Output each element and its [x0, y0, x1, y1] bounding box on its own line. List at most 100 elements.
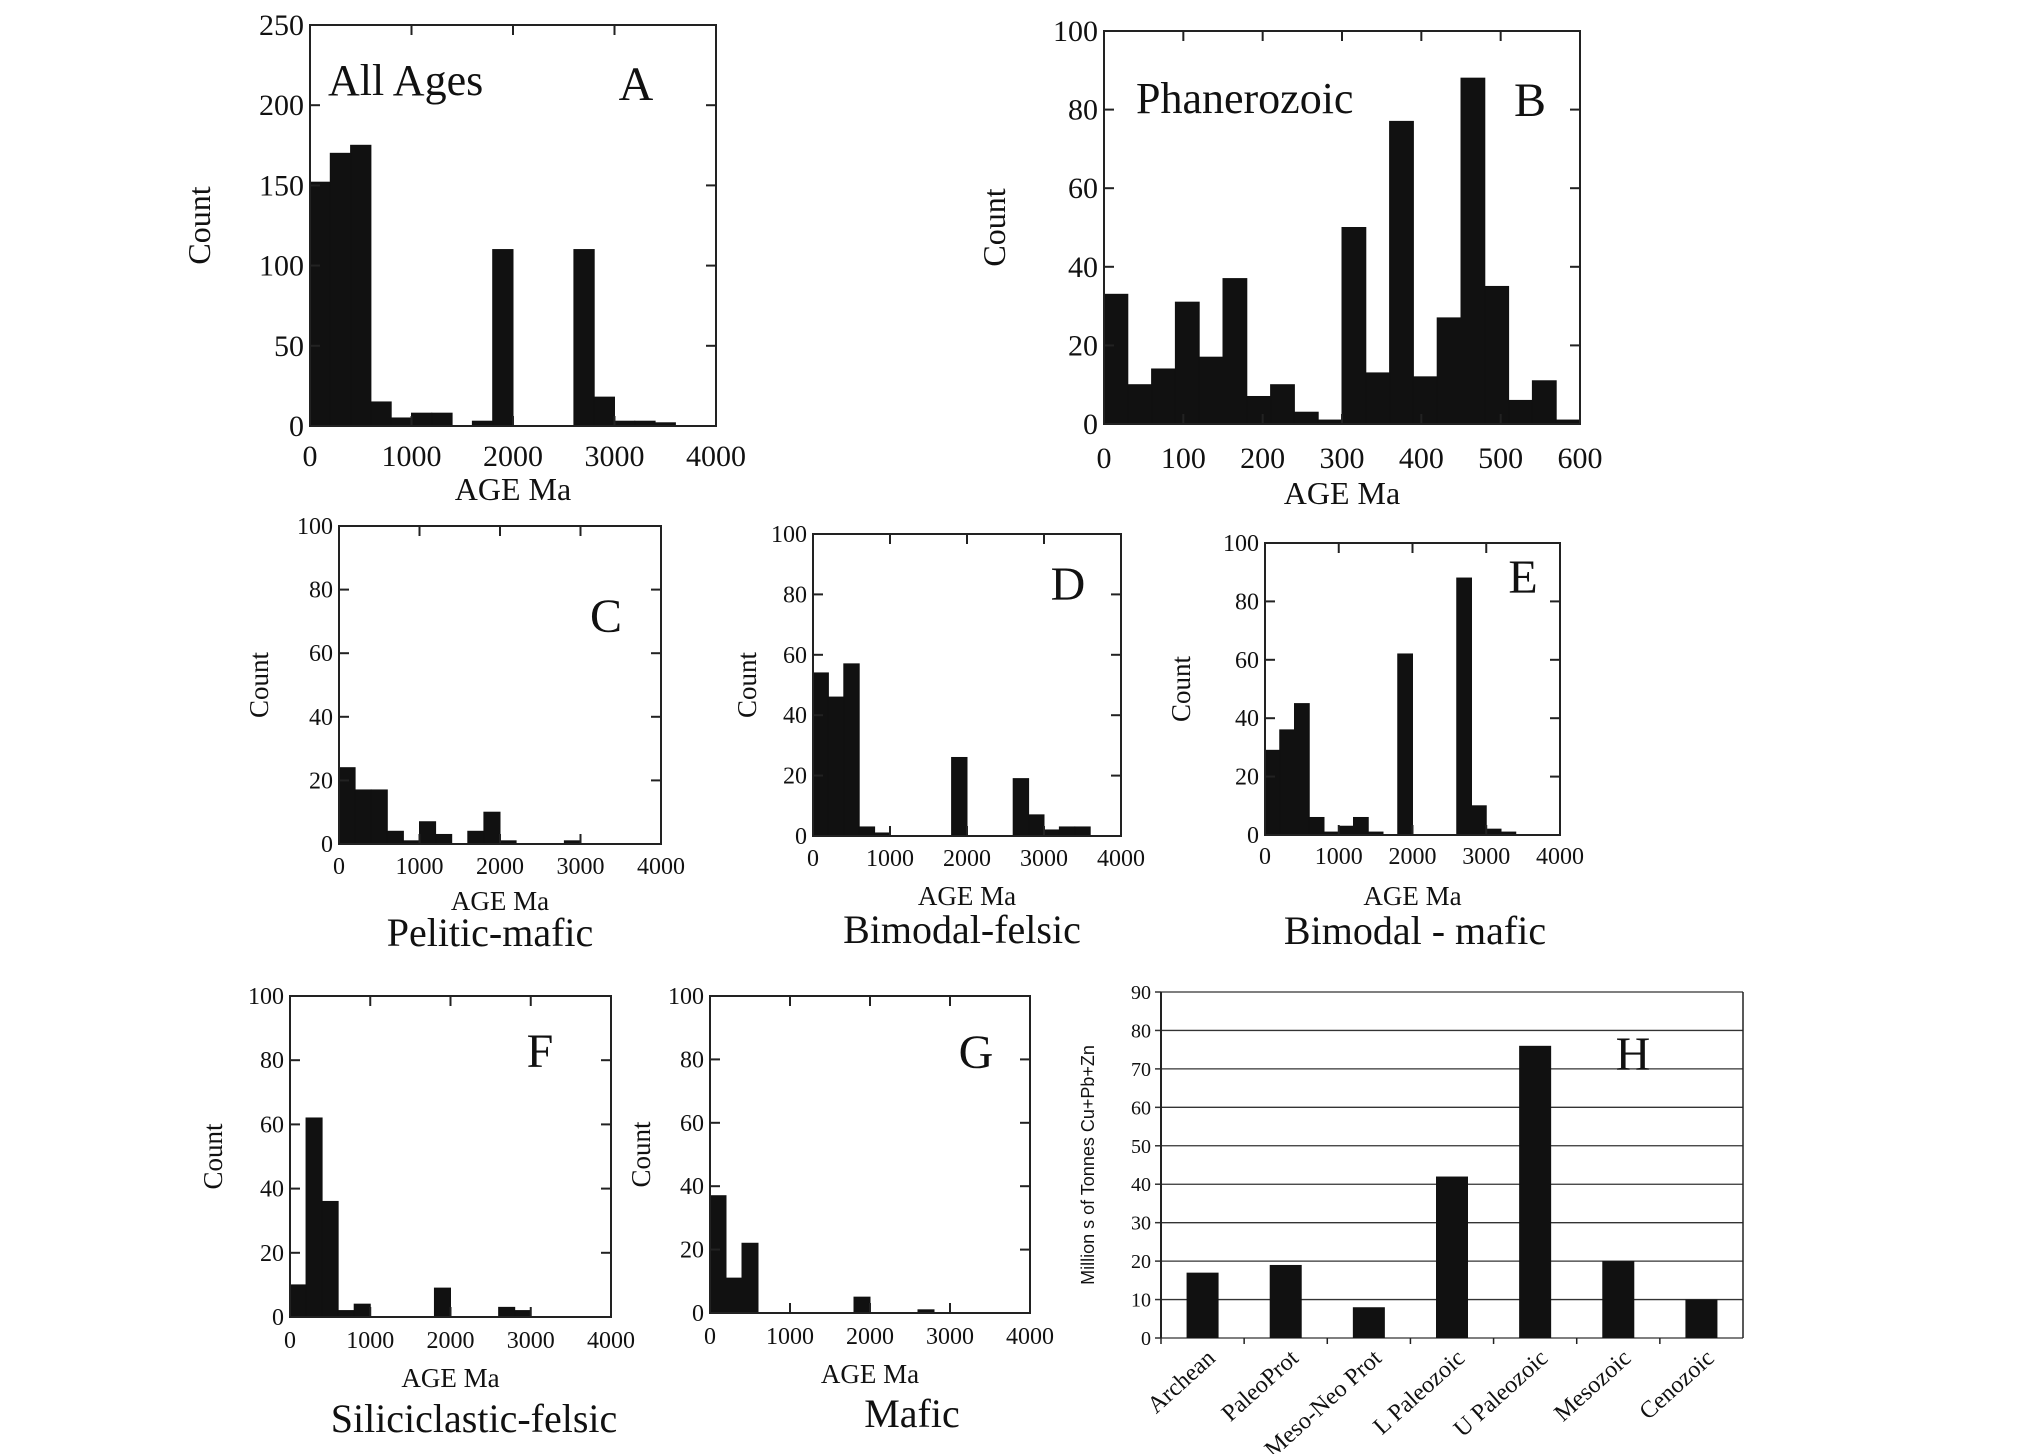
y-tick-label: 50: [274, 330, 304, 363]
histogram-bar: [1531, 380, 1557, 425]
y-tick-label: 40: [260, 1177, 284, 1203]
y-tick-label: 60: [260, 1112, 284, 1138]
panel-letter: B: [1514, 74, 1546, 127]
x-tick-label: 500: [1478, 442, 1523, 475]
y-tick-label: 20: [1235, 765, 1259, 791]
tonnage-bar: [1352, 1307, 1385, 1338]
y-axis-label: Count: [198, 1123, 228, 1190]
x-tick-label: 1000: [1315, 844, 1363, 870]
category-label: Mesozoic: [1550, 1345, 1637, 1427]
histogram-bar: [812, 672, 829, 837]
y-tick-label: 100: [1223, 531, 1259, 557]
y-tick-label: 40: [1235, 706, 1259, 732]
x-axis-label: AGE Ma: [455, 471, 571, 507]
y-tick-label: 20: [783, 764, 807, 790]
x-axis-label: AGE Ma: [821, 1359, 919, 1389]
y-tick-label: 0: [289, 410, 304, 443]
x-axis-label: AGE Ma: [451, 886, 549, 916]
histogram-bar: [411, 412, 433, 427]
x-tick-label: 4000: [686, 440, 746, 473]
y-tick-label: 80: [1068, 94, 1098, 127]
y-tick-label: 60: [680, 1111, 704, 1137]
panel-letter: A: [619, 58, 654, 111]
tonnage-bar: [1436, 1176, 1468, 1338]
x-tick-label: 4000: [587, 1328, 635, 1354]
x-tick-label: 0: [1259, 844, 1271, 870]
x-tick-label: 2000: [483, 440, 543, 473]
histogram-bar: [1460, 77, 1486, 425]
x-tick-label: 4000: [1006, 1324, 1054, 1350]
tonnage-bar: [1685, 1299, 1718, 1338]
y-tick-label: 0: [1141, 1328, 1151, 1350]
x-tick-label: 2000: [846, 1324, 894, 1350]
histogram-bar: [1341, 227, 1367, 425]
y-tick-label: 80: [783, 582, 807, 608]
histogram-bar: [390, 417, 413, 427]
histogram-bar: [1294, 703, 1310, 836]
y-tick-label: 20: [1068, 329, 1098, 362]
x-axis-label: AGE Ma: [401, 1363, 499, 1393]
y-tick-label: 20: [309, 768, 333, 794]
y-axis-label: Million s of Tonnes Cu+Pb+Zn: [1078, 1045, 1098, 1285]
category-label: Archean: [1143, 1345, 1221, 1419]
panel-annotation: Phanerozoic: [1136, 74, 1353, 123]
histogram-bar: [725, 1277, 743, 1314]
x-tick-label: 2000: [1389, 844, 1437, 870]
y-tick-label: 20: [260, 1241, 284, 1267]
histogram-bar: [1264, 749, 1281, 836]
tonnage-bar: [1519, 1045, 1552, 1338]
x-tick-label: 0: [807, 846, 819, 872]
histogram-bar: [1293, 411, 1319, 425]
x-tick-label: 200: [1240, 442, 1285, 475]
panel-caption: Siliciclastic-felsic: [331, 1396, 618, 1441]
histogram-bar: [1198, 356, 1224, 425]
histogram-bar: [1338, 825, 1354, 836]
x-tick-label: 100: [1161, 442, 1206, 475]
x-tick-label: 0: [704, 1324, 716, 1350]
histogram-bar: [1365, 372, 1391, 425]
histogram-bar: [1127, 384, 1153, 425]
x-tick-label: 4000: [637, 854, 685, 880]
y-tick-label: 20: [1131, 1251, 1151, 1273]
x-tick-label: 300: [1320, 442, 1365, 475]
histogram-bar: [353, 1303, 371, 1318]
panel-letter: E: [1508, 551, 1537, 604]
y-tick-label: 40: [309, 705, 333, 731]
tonnage-bar: [1269, 1264, 1302, 1338]
x-tick-label: 1000: [766, 1324, 814, 1350]
y-axis-label: Count: [244, 651, 274, 718]
histogram-bar: [827, 696, 845, 837]
histogram-bar: [1389, 120, 1414, 425]
histogram-bar: [1028, 814, 1045, 837]
histogram-bar: [467, 830, 485, 845]
y-axis-label: Count: [181, 186, 217, 264]
y-axis-label: Count: [1166, 655, 1196, 722]
y-tick-label: 200: [259, 89, 304, 122]
y-tick-label: 40: [1131, 1174, 1151, 1196]
histogram-bar: [951, 756, 968, 837]
x-tick-label: 3000: [926, 1324, 974, 1350]
panel-caption: Bimodal-felsic: [843, 907, 1081, 952]
x-tick-label: 1000: [346, 1328, 394, 1354]
histogram-bar: [354, 789, 372, 845]
histogram-bar: [1151, 368, 1176, 425]
y-tick-label: 40: [680, 1174, 704, 1200]
x-tick-label: 600: [1558, 442, 1603, 475]
histogram-bar: [305, 1117, 323, 1318]
x-axis-label: AGE Ma: [1363, 881, 1461, 911]
y-tick-label: 50: [1131, 1136, 1151, 1158]
panel-caption: Bimodal - mafic: [1284, 908, 1546, 953]
x-axis-label: AGE Ma: [918, 881, 1016, 911]
x-tick-label: 400: [1399, 442, 1444, 475]
x-tick-label: 3000: [1020, 846, 1068, 872]
y-tick-label: 30: [1131, 1213, 1151, 1235]
histogram-bar: [1222, 278, 1248, 425]
histogram-bar: [1412, 376, 1438, 425]
histogram-bar: [1074, 826, 1091, 837]
y-tick-label: 80: [1131, 1020, 1151, 1042]
x-tick-label: 1000: [866, 846, 914, 872]
x-tick-label: 2000: [943, 846, 991, 872]
histogram-bar: [709, 1195, 727, 1314]
